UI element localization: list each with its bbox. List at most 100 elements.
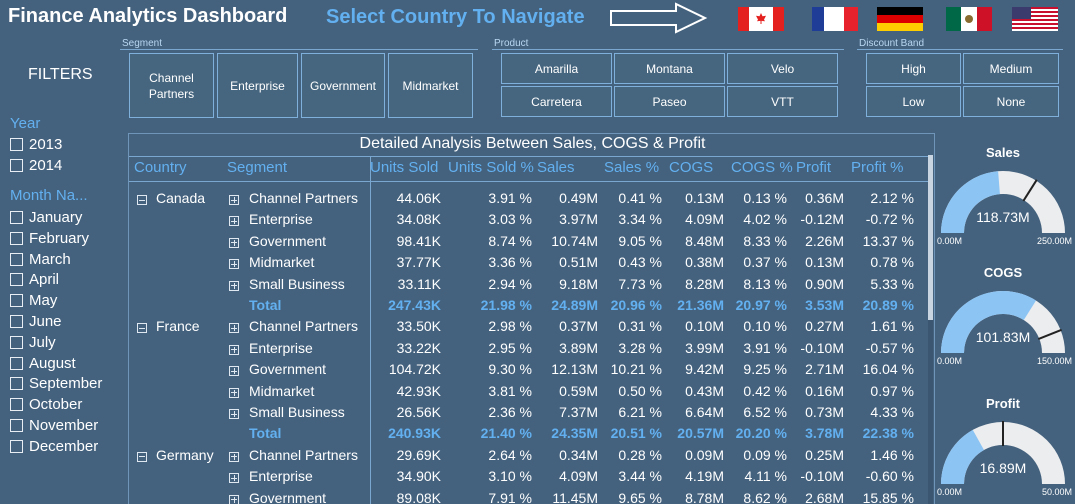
month-option[interactable]: October bbox=[10, 396, 82, 413]
scrollbar-thumb[interactable] bbox=[928, 155, 933, 320]
column-header[interactable]: Profit bbox=[796, 159, 832, 176]
expand-icon[interactable] bbox=[229, 195, 239, 205]
collapse-icon[interactable] bbox=[137, 323, 147, 334]
month-option[interactable]: April bbox=[10, 271, 59, 288]
discount-option[interactable]: High bbox=[866, 53, 961, 84]
matrix-value: -0.12M bbox=[800, 211, 844, 228]
checkbox-icon[interactable] bbox=[10, 439, 23, 453]
checkbox-icon[interactable] bbox=[10, 231, 23, 245]
expand-icon[interactable] bbox=[229, 259, 239, 270]
product-option[interactable]: Montana bbox=[614, 53, 725, 84]
segment-option[interactable]: Government bbox=[301, 53, 385, 118]
checkbox-icon[interactable] bbox=[10, 335, 23, 349]
column-header[interactable]: COGS % bbox=[731, 159, 793, 176]
matrix-value: 42.93K bbox=[396, 382, 441, 399]
expand-icon[interactable] bbox=[229, 280, 239, 291]
year-option[interactable]: 2013 bbox=[10, 136, 62, 153]
matrix-value: 0.37 % bbox=[743, 254, 787, 271]
month-option[interactable]: March bbox=[10, 251, 71, 268]
month-option-label: November bbox=[29, 417, 99, 434]
checkbox-icon[interactable] bbox=[10, 211, 23, 224]
matrix-value: 7.91 % bbox=[488, 489, 532, 504]
expand-icon[interactable] bbox=[229, 409, 239, 419]
column-header[interactable]: COGS bbox=[669, 159, 714, 176]
year-option[interactable]: 2014 bbox=[10, 157, 62, 174]
column-header[interactable]: Segment bbox=[227, 159, 288, 176]
expand-icon[interactable] bbox=[229, 323, 239, 334]
gauge-target-marker bbox=[1037, 328, 1062, 340]
expand-icon[interactable] bbox=[229, 473, 239, 484]
usa-flag[interactable] bbox=[1012, 7, 1058, 31]
matrix-value: 4.09M bbox=[559, 468, 598, 485]
month-option[interactable]: September bbox=[10, 375, 102, 392]
france-flag[interactable] bbox=[812, 7, 858, 31]
expand-icon[interactable] bbox=[229, 494, 239, 504]
product-option[interactable]: Carretera bbox=[501, 86, 612, 117]
column-header[interactable]: Sales bbox=[537, 159, 575, 176]
column-header[interactable]: Country bbox=[134, 159, 187, 176]
mexico-flag[interactable] bbox=[946, 7, 992, 31]
checkbox-icon[interactable] bbox=[10, 273, 23, 287]
total-value: 20.57M bbox=[677, 425, 724, 442]
month-option[interactable]: July bbox=[10, 334, 56, 351]
total-value: 21.98 % bbox=[480, 297, 532, 313]
canada-flag[interactable] bbox=[738, 7, 784, 31]
expand-icon[interactable] bbox=[229, 216, 239, 227]
segment-option[interactable]: Midmarket bbox=[388, 53, 473, 118]
product-option[interactable]: Paseo bbox=[614, 86, 725, 117]
expand-icon[interactable] bbox=[229, 387, 239, 398]
checkbox-icon[interactable] bbox=[10, 252, 23, 266]
column-header[interactable]: Units Sold % bbox=[448, 159, 534, 176]
checkbox-icon[interactable] bbox=[10, 419, 23, 432]
matrix-value: 9.25 % bbox=[743, 361, 787, 378]
product-option[interactable]: Amarilla bbox=[501, 53, 612, 84]
segment-label: Government bbox=[249, 361, 327, 378]
collapse-icon[interactable] bbox=[137, 451, 147, 462]
matrix-value: 3.10 % bbox=[488, 468, 532, 485]
matrix-value: 6.64M bbox=[685, 404, 724, 420]
checkbox-icon[interactable] bbox=[10, 315, 23, 328]
checkbox-icon[interactable] bbox=[10, 294, 23, 308]
discount-divider bbox=[857, 49, 1063, 50]
matrix-value: 6.52 % bbox=[743, 404, 787, 420]
matrix-value: 3.28 % bbox=[618, 339, 662, 356]
expand-icon[interactable] bbox=[229, 451, 239, 462]
month-option[interactable]: December bbox=[10, 438, 98, 455]
checkbox-icon[interactable] bbox=[10, 377, 23, 391]
product-option[interactable]: VTT bbox=[727, 86, 838, 117]
gauge-max-label: 50.00M bbox=[1041, 487, 1072, 497]
matrix-value: 0.59M bbox=[559, 382, 598, 399]
matrix-value: 3.91 % bbox=[743, 339, 787, 356]
checkbox-icon[interactable] bbox=[10, 356, 23, 370]
expand-icon[interactable] bbox=[229, 237, 239, 248]
matrix-value: -0.57 % bbox=[865, 339, 914, 356]
month-option[interactable]: February bbox=[10, 230, 89, 247]
total-label: Total bbox=[249, 425, 282, 442]
matrix-scrollbar[interactable] bbox=[928, 155, 933, 504]
matrix-value: 0.10 % bbox=[743, 318, 787, 335]
checkbox-icon[interactable] bbox=[10, 398, 23, 412]
matrix-value: 2.36 % bbox=[488, 404, 532, 420]
discount-option[interactable]: Low bbox=[866, 86, 961, 117]
product-option[interactable]: Velo bbox=[727, 53, 838, 84]
discount-option[interactable]: Medium bbox=[963, 53, 1059, 84]
checkbox-icon[interactable] bbox=[10, 159, 23, 172]
column-header[interactable]: Sales % bbox=[604, 159, 660, 176]
total-value: 21.40 % bbox=[480, 425, 532, 442]
month-option[interactable]: January bbox=[10, 209, 82, 226]
month-option[interactable]: August bbox=[10, 355, 76, 372]
segment-option[interactable]: Channel Partners bbox=[129, 53, 214, 118]
month-option[interactable]: November bbox=[10, 417, 98, 434]
discount-option[interactable]: None bbox=[963, 86, 1059, 117]
checkbox-icon[interactable] bbox=[10, 138, 23, 151]
collapse-icon[interactable] bbox=[137, 195, 147, 205]
segment-option[interactable]: Enterprise bbox=[217, 53, 298, 118]
expand-icon[interactable] bbox=[229, 366, 239, 377]
month-option[interactable]: May bbox=[10, 292, 57, 309]
column-header[interactable]: Profit % bbox=[851, 159, 904, 176]
expand-icon[interactable] bbox=[229, 344, 239, 355]
germany-flag[interactable] bbox=[877, 7, 923, 31]
month-option[interactable]: June bbox=[10, 313, 62, 330]
column-header[interactable]: Units Sold bbox=[370, 159, 439, 176]
month-option-label: January bbox=[29, 209, 83, 226]
